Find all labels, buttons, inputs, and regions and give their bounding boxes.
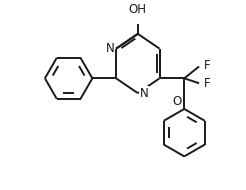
- Text: O: O: [173, 95, 182, 108]
- Text: N: N: [106, 42, 115, 55]
- Text: F: F: [204, 77, 211, 90]
- Text: F: F: [204, 59, 211, 72]
- Text: OH: OH: [129, 3, 147, 16]
- Text: N: N: [139, 87, 148, 100]
